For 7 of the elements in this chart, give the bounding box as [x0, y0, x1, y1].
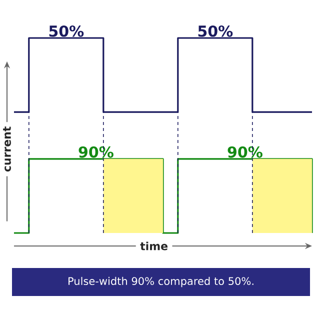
annotation: 50%: [198, 25, 233, 37]
annotation: 90%: [228, 146, 262, 158]
annotation: 50%: [49, 25, 84, 37]
text: Pulse-width 90% compared to 50%.: [68, 276, 254, 288]
annotation: 90%: [78, 146, 114, 158]
x-axis-title: time: [140, 242, 168, 250]
y-axis-title: current: [3, 126, 11, 172]
